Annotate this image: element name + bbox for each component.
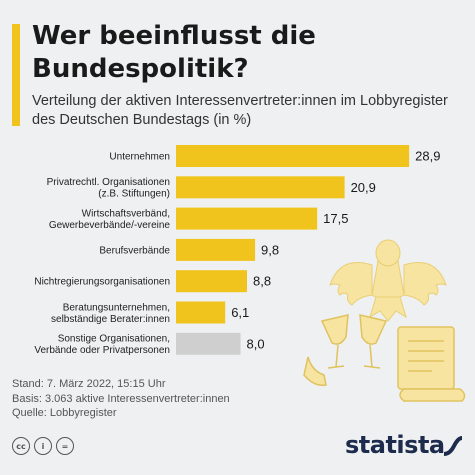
bar-5 xyxy=(176,270,247,293)
category-label-2: Privatrechtl. Organisationen (z.B. Stiftu… xyxy=(47,177,170,200)
license-icons: cc i = xyxy=(12,437,74,455)
footer-stand: Stand: 7. März 2022, 15:15 Uhr xyxy=(12,378,166,390)
chart-subtitle: Verteilung der aktiven Interessenvertret… xyxy=(32,93,448,128)
bar-2 xyxy=(176,176,345,199)
bar-3 xyxy=(176,207,318,230)
eagle-icon xyxy=(329,239,447,322)
category-label-6: Beratungsunternehmen, selbständige Berate… xyxy=(51,302,170,325)
value-label-3: 17,5 xyxy=(323,211,348,226)
chart-footer: Stand: 7. März 2022, 15:15 Uhr Basis: 3.… xyxy=(12,377,230,421)
footer-basis: Basis: 3.063 aktive Interessenvertreter:… xyxy=(12,392,230,405)
value-label-6: 6,1 xyxy=(231,305,249,320)
bar-6 xyxy=(176,301,226,324)
footer-quelle: Quelle: Lobbyregister xyxy=(12,407,117,419)
document-scroll-icon xyxy=(397,326,466,402)
illustration xyxy=(303,239,466,402)
bar-chart: Unternehmen 28,9 Privatrechtl. Organisatio… xyxy=(34,145,440,357)
category-label-3: Wirtschaftsverbänd, Gewerbeverbände/-vere… xyxy=(49,208,171,231)
category-label-5: Nichtregierungsorganisationen xyxy=(34,277,170,288)
brand-name[interactable]: statista xyxy=(345,431,445,459)
title-accent-bar xyxy=(12,24,20,126)
bar-4 xyxy=(176,238,256,261)
cc-icon[interactable]: cc xyxy=(12,437,30,455)
chart-title: Wer beeinflusst die Bundespolitik? xyxy=(32,21,316,84)
nd-icon[interactable]: = xyxy=(56,437,74,455)
champagne-glasses-icon xyxy=(303,314,388,387)
by-icon[interactable]: i xyxy=(34,437,52,455)
value-label-4: 9,8 xyxy=(261,242,279,257)
bar-7 xyxy=(176,332,241,355)
value-label-5: 8,8 xyxy=(253,274,271,289)
category-label-4: Berufsverbände xyxy=(99,245,170,256)
value-label-7: 8,0 xyxy=(247,336,265,351)
category-label-1: Unternehmen xyxy=(109,152,170,163)
value-label-2: 20,9 xyxy=(351,180,376,195)
bar-1 xyxy=(176,145,410,167)
value-label-1: 28,9 xyxy=(415,149,440,164)
category-label-7: Sonstige Organisationen, Verbände oder Pr… xyxy=(34,334,170,357)
statista-logo-icon[interactable] xyxy=(442,434,464,456)
